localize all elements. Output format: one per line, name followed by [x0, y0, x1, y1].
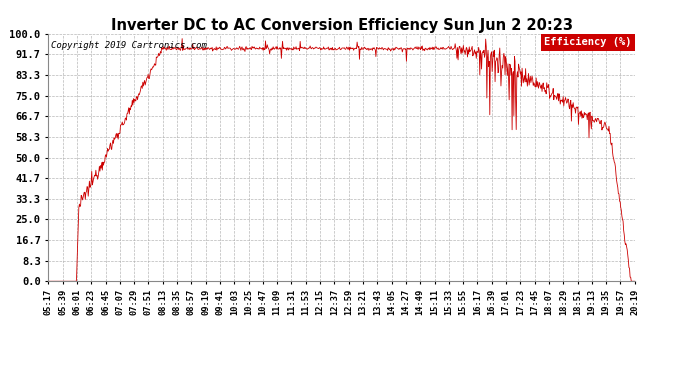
Text: Copyright 2019 Cartronics.com: Copyright 2019 Cartronics.com — [51, 41, 207, 50]
Title: Inverter DC to AC Conversion Efficiency Sun Jun 2 20:23: Inverter DC to AC Conversion Efficiency … — [110, 18, 573, 33]
Text: Efficiency (%): Efficiency (%) — [544, 38, 632, 48]
